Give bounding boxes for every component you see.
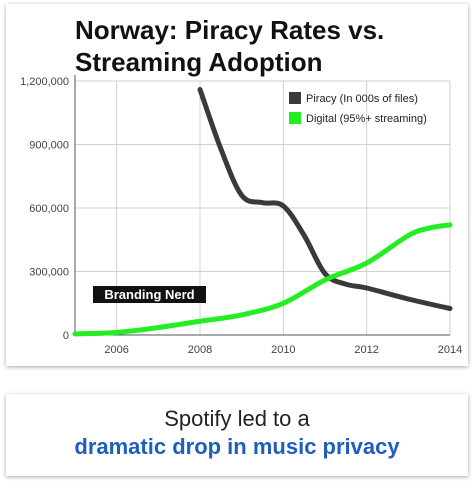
x-tick-label: 2014 <box>438 344 462 356</box>
legend-label: Digital (95%+ streaming) <box>306 113 427 125</box>
legend-label: Piracy (In 000s of files) <box>306 93 418 105</box>
legend-swatch <box>289 92 301 104</box>
chart-card: Norway: Piracy Rates vs. Streaming Adopt… <box>6 4 468 366</box>
x-tick-label: 2012 <box>354 344 378 356</box>
legend-swatch <box>289 112 301 124</box>
caption-card: Spotify led to a dramatic drop in music … <box>6 394 468 476</box>
y-tick-label: 1,200,000 <box>20 76 69 88</box>
legend: Piracy (In 000s of files) Digital (95%+ s… <box>289 92 427 125</box>
caption-line-2: dramatic drop in music privacy <box>74 434 400 459</box>
axes: 0 300,000 600,000 900,000 1,200,000 2006 2008 2… <box>20 75 462 356</box>
y-tick-label: 0 <box>63 330 69 342</box>
y-tick-label: 900,000 <box>29 140 69 152</box>
x-tick-label: 2006 <box>104 344 128 356</box>
y-tick-label: 300,000 <box>29 267 69 279</box>
watermark-text: Branding Nerd <box>104 287 194 302</box>
series-line-digital <box>72 222 453 337</box>
line-chart: 0 300,000 600,000 900,000 1,200,000 2006 2008 2… <box>20 75 462 356</box>
caption-line-1: Spotify led to a <box>164 406 310 431</box>
series-line-piracy <box>197 87 453 311</box>
chart-title: Norway: Piracy Rates vs. Streaming Adopt… <box>75 15 385 77</box>
x-tick-label: 2008 <box>188 344 212 356</box>
series-lines <box>72 87 453 337</box>
y-tick-label: 600,000 <box>29 203 69 215</box>
watermark-badge: Branding Nerd <box>93 286 206 303</box>
x-tick-label: 2010 <box>271 344 295 356</box>
